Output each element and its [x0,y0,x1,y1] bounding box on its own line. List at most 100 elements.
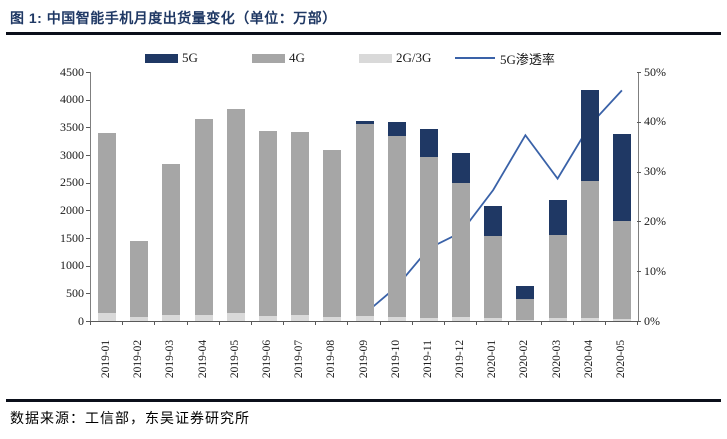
bar-segment-2G3G-2019-05 [226,313,245,321]
legend-swatch-4g [252,53,285,63]
bar-segment-5G-2019-10 [387,121,406,136]
legend-line-icon [455,57,495,59]
x-axis-tickmark [90,321,91,325]
bar-segment-2G3G-2020-01 [484,318,503,321]
left-axis-tickmark [86,99,90,101]
bar-segment-4G-2019-04 [194,118,213,315]
bar-segment-2G3G-2019-09 [355,316,374,321]
x-axis-tickmark [508,321,510,325]
bar-segment-5G-2019-09 [355,120,374,124]
x-axis-label: 2020-04 [582,339,595,379]
left-axis-tickmark [86,155,90,156]
bar-segment-4G-2019-10 [387,135,406,318]
x-axis-tickmark [283,321,285,325]
left-axis-tick-label: 2500 [60,175,84,190]
x-axis-label: 2019-05 [228,339,241,379]
x-axis-tickmark [250,321,252,325]
x-axis-tickmark [540,321,542,325]
x-axis-label: 2019-02 [132,339,145,379]
data-source: 数据来源：工信部，东吴证券研究所 [10,410,250,426]
right-axis-tickmark [637,121,641,123]
bar-segment-4G-2019-08 [323,150,342,317]
bar-segment-2G3G-2019-07 [291,314,310,321]
x-axis-label: 2019-10 [389,339,402,379]
bar-segment-4G-2019-01 [98,132,117,314]
bar-segment-4G-2019-11 [419,156,438,318]
left-axis-tickmark [86,293,90,295]
x-axis-tickmark [443,321,445,325]
footer-rule [6,399,721,402]
x-axis-tickmark [315,321,317,325]
legend-item-penetration: 5G渗透率 [455,51,555,67]
right-axis-tick-label: 20% [644,213,666,228]
bar-segment-5G-2020-05 [612,134,631,222]
left-axis-tickmark [86,182,90,184]
x-axis-tickmark [186,321,188,325]
bar-segment-2G3G-2019-11 [419,317,438,321]
bar-segment-4G-2019-12 [452,182,470,318]
legend-swatch-5g [145,53,178,63]
left-axis-tick-label: 0 [78,313,84,328]
bar-segment-2G3G-2019-12 [452,317,470,321]
legend-swatch-2g3g [359,53,392,63]
right-axis-tick-label: 40% [644,114,666,129]
bar-segment-5G-2020-03 [548,200,567,235]
bar-segment-2G3G-2020-04 [580,318,599,321]
x-axis-label: 2019-08 [325,339,338,379]
left-axis-tickmark [86,238,90,239]
right-axis-tickmark [637,271,641,273]
x-axis-label: 2020-03 [550,339,563,379]
x-axis-tickmark [476,321,478,325]
bar-segment-2G3G-2019-04 [194,314,213,321]
left-axis-tick-label: 3500 [60,119,84,134]
x-axis-tickmark [379,321,381,325]
left-axis-tick-label: 4000 [60,92,84,107]
bar-segment-5G-2020-04 [580,90,599,181]
x-axis-label: 2019-09 [357,339,370,379]
bar-segment-2G3G-2019-01 [98,313,117,321]
bar-segment-4G-2020-03 [548,234,567,318]
legend-item-2g3g: 2G/3G [359,50,431,65]
x-axis-label: 2020-02 [518,339,531,379]
left-axis-tick-label: 4500 [60,64,84,79]
title-rule [6,32,721,35]
x-axis-tickmark [122,321,124,325]
legend-label-4g: 4G [289,50,305,65]
bar-segment-2G3G-2019-06 [259,315,277,321]
x-axis-label: 2020-05 [614,339,627,379]
bar-segment-4G-2020-02 [516,298,535,320]
legend-label-5g: 5G [182,50,198,65]
bar-segment-4G-2020-04 [580,181,599,319]
left-axis-tickmark [86,210,90,212]
bar-segment-2G3G-2020-03 [548,317,567,321]
right-axis-tickmark [637,171,641,173]
x-axis-tickmark [411,321,413,325]
right-axis-tick-label: 30% [644,164,666,179]
left-axis-tickmark [86,72,90,73]
x-axis-label: 2019-04 [196,339,209,379]
x-axis-tickmark [154,321,156,325]
bar-segment-4G-2019-02 [130,240,149,318]
right-axis-tick-label: 0% [644,313,660,328]
bar-segment-5G-2019-11 [419,128,438,157]
left-axis-tick-label: 3000 [60,147,84,162]
x-axis-label: 2019-01 [100,339,113,379]
bar-segment-4G-2019-05 [226,108,245,314]
right-axis-tickmark [637,221,641,223]
bar-segment-5G-2020-01 [484,205,503,237]
left-axis-tick-label: 1000 [60,258,84,273]
x-axis-label: 2019-11 [421,340,434,378]
x-axis-label: 2019-12 [454,339,466,379]
bar-segment-4G-2020-01 [484,236,503,319]
left-axis-tick-label: 500 [66,285,84,300]
bar-segment-4G-2019-07 [291,131,310,315]
x-axis-label: 2019-03 [164,339,177,379]
left-axis-tick-label: 1500 [60,230,84,245]
right-axis-tickmark [637,321,641,322]
x-axis-tickmark [218,321,220,325]
bar-segment-5G-2020-02 [516,285,535,299]
right-axis-tickmark [637,72,641,73]
left-axis-tickmark [86,265,90,267]
bar-segment-2G3G-2019-08 [323,316,342,321]
